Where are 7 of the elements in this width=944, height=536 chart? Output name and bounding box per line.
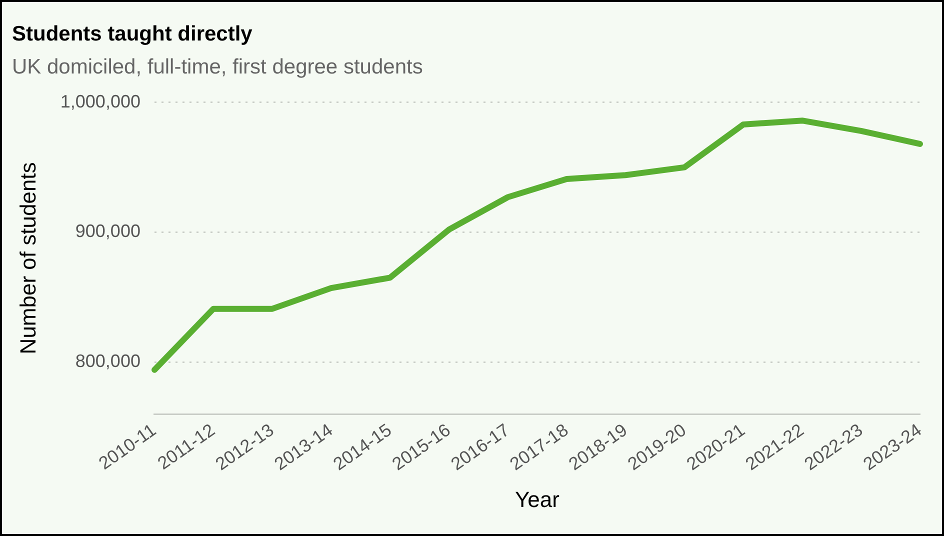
y-tick-label: 1,000,000 [60,91,140,112]
y-tick-label: 800,000 [75,351,140,372]
y-axis-title: Number of students [15,162,40,354]
chart-title: Students taught directly [12,22,253,46]
chart-subtitle: UK domiciled, full-time, first degree students [12,56,423,79]
y-tick-label: 900,000 [75,221,140,242]
x-axis-title: Year [515,486,560,512]
